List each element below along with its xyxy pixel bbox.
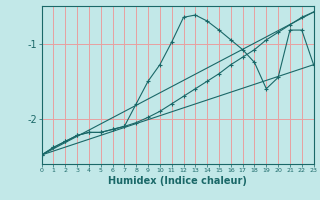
- X-axis label: Humidex (Indice chaleur): Humidex (Indice chaleur): [108, 176, 247, 186]
